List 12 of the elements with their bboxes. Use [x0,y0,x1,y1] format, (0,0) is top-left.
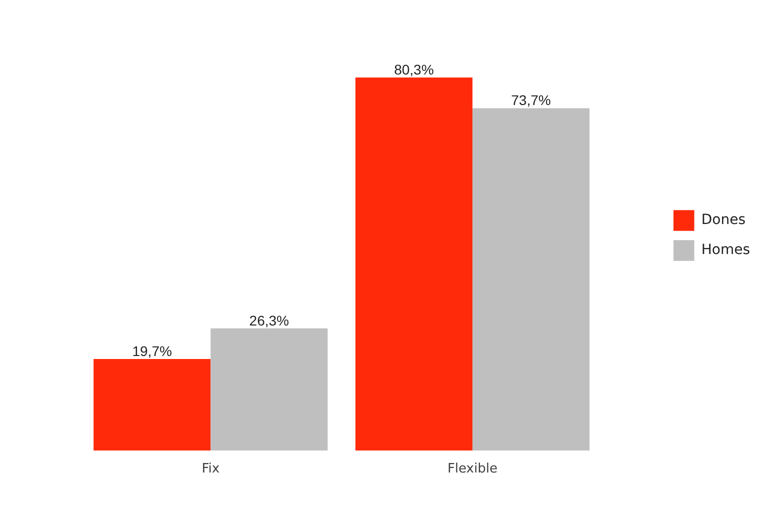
bar [94,359,211,450]
legend-label: Dones [701,212,746,228]
data-label: 26,3% [249,312,289,328]
bar [355,78,472,450]
data-label: 19,7% [132,343,172,360]
bar [472,108,590,450]
legend-label: Homes [701,242,750,258]
bar [210,328,328,450]
data-label: 73,7% [511,92,551,108]
data-label: 80,3% [394,62,434,78]
x-tick-label: Fix [202,462,220,476]
x-tick-label: Flexible [447,462,498,476]
